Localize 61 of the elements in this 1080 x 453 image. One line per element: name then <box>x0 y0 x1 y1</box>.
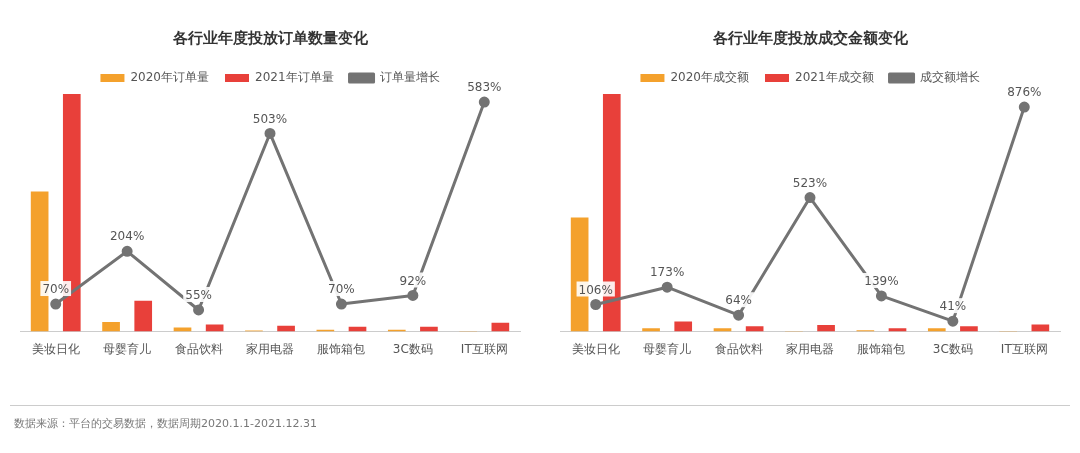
x-tick-label: 服饰箱包 <box>317 341 366 356</box>
point <box>804 192 816 204</box>
bar <box>745 326 764 332</box>
legend-label: 2020年成交额 <box>670 70 750 85</box>
annotation: 41% <box>939 299 967 314</box>
point <box>50 298 62 310</box>
point <box>121 245 133 257</box>
x-tick-label: 3C数码 <box>932 341 973 356</box>
bar <box>134 300 153 332</box>
point <box>661 281 673 293</box>
chart-title: 各行业年度投放成交金额变化 <box>711 28 909 47</box>
point <box>478 96 490 108</box>
annotation: 503% <box>252 111 288 126</box>
annotation: 64% <box>725 293 752 308</box>
x-tick-label: 母婴育儿 <box>643 341 692 356</box>
chart-title: 各行业年度投放订单数量变化 <box>171 28 369 47</box>
point <box>875 290 887 302</box>
source-note: 数据来源：平台的交易数据，数据周期2020.1.1-2021.12.31 <box>14 416 317 431</box>
legend-label: 2021年成交额 <box>795 70 874 85</box>
bar <box>674 321 693 332</box>
point <box>335 298 347 310</box>
annotation: 70% <box>328 282 355 297</box>
annotation: 173% <box>649 265 685 280</box>
point <box>264 127 276 139</box>
x-tick-label: 美妆日化 <box>571 341 620 356</box>
annotation: 139% <box>864 274 899 289</box>
bar <box>960 326 978 332</box>
annotation: 583% <box>467 80 502 95</box>
x-tick-label: 食品饮料 <box>174 341 223 356</box>
x-tick-label: 食品饮料 <box>714 341 763 356</box>
x-tick-label: 家用电器 <box>786 341 834 356</box>
bar <box>205 324 224 332</box>
x-tick-label: 服饰箱包 <box>857 341 906 356</box>
x-tick-label: 母婴育儿 <box>103 341 152 356</box>
point <box>407 289 419 301</box>
x-tick-label: 3C数码 <box>392 341 433 356</box>
point <box>733 309 745 321</box>
point <box>947 315 959 327</box>
point <box>193 304 205 316</box>
bar <box>1031 324 1050 332</box>
bar <box>927 328 946 332</box>
bar <box>817 324 835 332</box>
x-tick-label: IT互联网 <box>460 341 508 356</box>
bar <box>102 322 120 332</box>
legend-label: 2021年订单量 <box>255 70 334 85</box>
x-tick-label: 美妆日化 <box>31 341 80 356</box>
legend-label: 成交额增长 <box>919 70 980 85</box>
x-tick-label: 家用电器 <box>246 341 294 356</box>
point <box>590 299 602 311</box>
annotation: 55% <box>185 288 212 303</box>
annotation: 523% <box>792 175 828 190</box>
bar <box>642 328 660 332</box>
point <box>1018 101 1030 113</box>
annotation: 106% <box>578 282 613 297</box>
annotation: 70% <box>42 282 70 297</box>
annotation: 204% <box>109 229 145 244</box>
legend-label: 订单量增长 <box>379 70 440 85</box>
x-tick-label: IT互联网 <box>1000 341 1048 356</box>
legend-label: 2020年订单量 <box>130 70 210 85</box>
annotation: 92% <box>399 273 427 288</box>
annotation: 876% <box>1007 85 1042 100</box>
